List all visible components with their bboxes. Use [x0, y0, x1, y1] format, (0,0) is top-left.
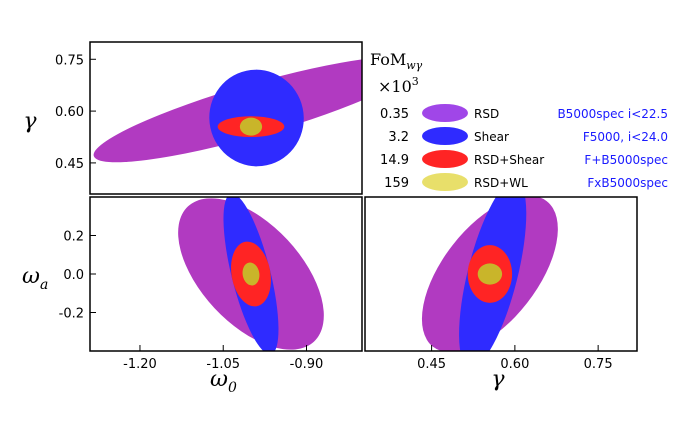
w0_wa-xtick-label: -1.05 — [206, 357, 240, 372]
legend-swatch — [422, 127, 468, 145]
w0_wa-ytick-label: 0.0 — [63, 268, 84, 283]
panel-gamma-wa-frame — [364, 196, 638, 352]
legend-entry-survey: F+B5000spec — [584, 153, 668, 167]
legend-fom-sub: wγ — [406, 59, 422, 72]
w0_wa-xtick-label: -1.20 — [123, 357, 157, 372]
legend-entry-name: RSD+Shear — [474, 153, 544, 167]
w0_wa-xtick-label: -0.90 — [290, 357, 324, 372]
w0_wa-ytick-label: 0.2 — [63, 230, 84, 245]
legend-fom-value: 159 — [384, 176, 409, 191]
legend-scale-exp: 3 — [412, 75, 419, 88]
legend-scale: ×103 — [378, 75, 419, 96]
panel-gamma-wa: 0.45 0.60 0.75 γ — [364, 196, 638, 392]
legend-fom-value: 3.2 — [388, 130, 409, 145]
legend-entry-name: RSD+WL — [474, 176, 528, 190]
legend-entry-survey: FxB5000spec — [587, 176, 668, 190]
legend-entry-survey: F5000, i<24.0 — [583, 130, 668, 144]
legend-swatch — [422, 104, 468, 122]
legend-swatch — [422, 173, 468, 191]
panel-w0-wa: 0.2 0.0 -0.2 -1.20 -1.05 -0.90 ωa ω0 — [22, 196, 363, 396]
w0_gamma-ytick-label: 0.60 — [55, 105, 84, 120]
legend-fom-title: FoMwγ — [370, 50, 423, 72]
gamma_wa-ellipse-rsd-wl — [477, 263, 503, 285]
legend-entry-name: Shear — [474, 130, 509, 144]
panel-w0-gamma-frame — [89, 41, 363, 195]
legend-fom-value: 0.35 — [380, 107, 409, 122]
legend: FoMwγ ×103 0.35 RSD B5000spec i<22.5 3.2 She… — [370, 50, 668, 191]
w0_gamma-ytick-label: 0.45 — [55, 157, 84, 172]
legend-swatch — [422, 150, 468, 168]
xlabel-w0: ω0 — [210, 367, 237, 396]
legend-entry-name: RSD — [474, 107, 499, 121]
xlabel-gamma: γ — [491, 367, 505, 392]
w0_wa-ellipse-rsd-wl — [242, 262, 260, 286]
w0_gamma-ytick-label: 0.75 — [55, 53, 84, 68]
w0_gamma-ellipse-rsd-wl — [239, 117, 263, 136]
gamma_wa-xtick-label: 0.75 — [584, 357, 613, 372]
w0_wa-ytick-label: -0.2 — [59, 307, 84, 322]
gamma_wa-xtick-label: 0.60 — [500, 357, 529, 372]
ylabel-wa-sub: a — [40, 277, 48, 293]
legend-entry-survey: B5000spec i<22.5 — [557, 107, 668, 121]
xlabel-w0-sub: 0 — [228, 380, 237, 396]
panel-w0-gamma: 0.75 0.60 0.45 γ — [23, 41, 363, 195]
ylabel-wa: ωa — [22, 264, 48, 293]
legend-fom-value: 14.9 — [380, 153, 409, 168]
gamma_wa-xtick-label: 0.45 — [417, 357, 446, 372]
ylabel-gamma-top: γ — [23, 109, 37, 134]
